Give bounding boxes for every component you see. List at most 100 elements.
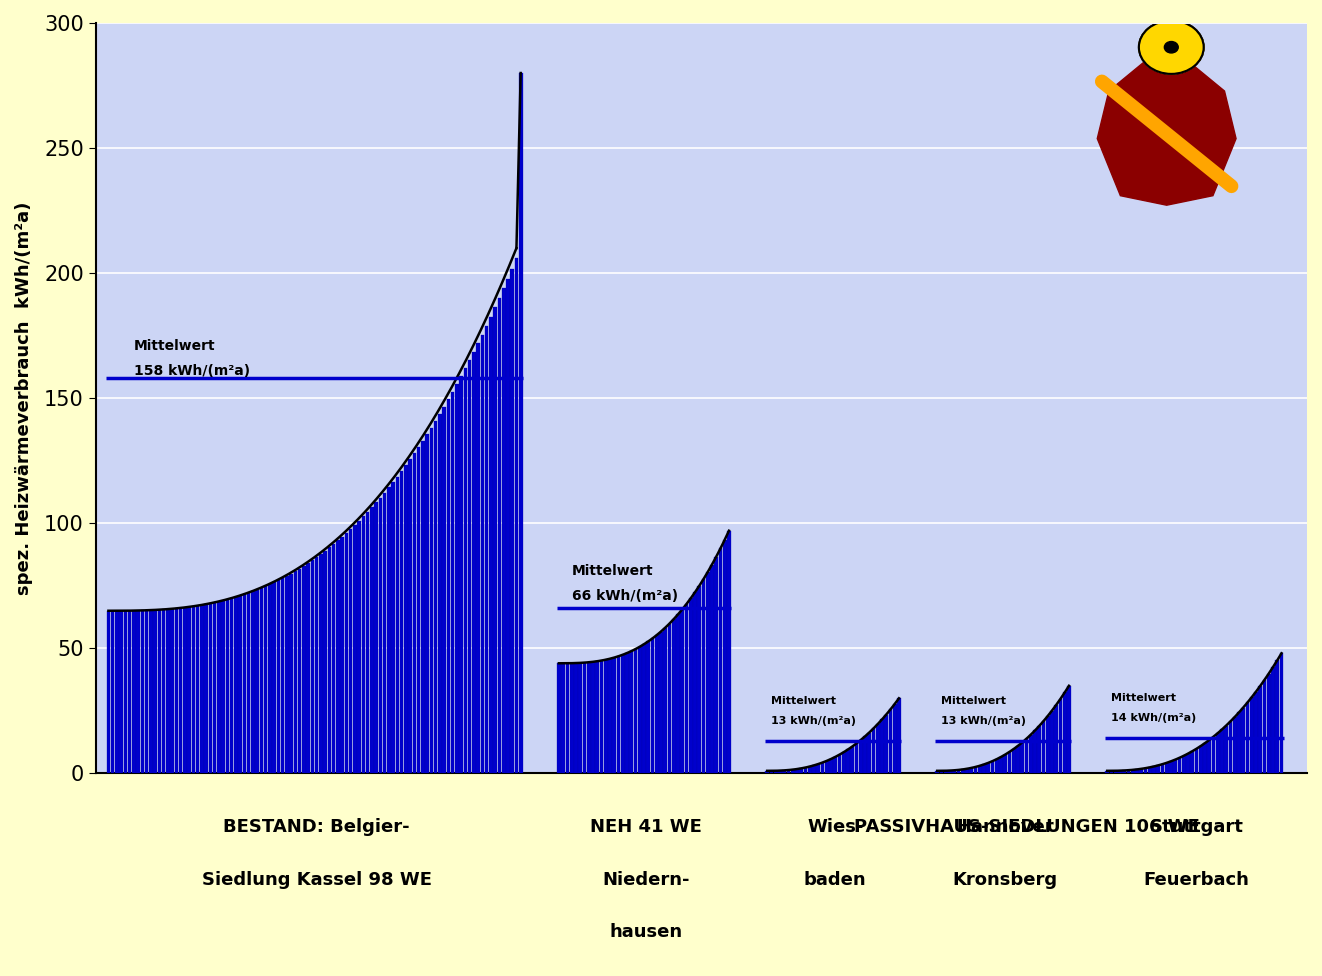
Bar bbox=[969, 768, 973, 773]
Bar bbox=[600, 661, 603, 773]
Bar bbox=[1067, 686, 1071, 773]
Bar bbox=[188, 607, 190, 773]
Bar bbox=[416, 447, 420, 773]
Bar bbox=[451, 391, 455, 773]
Bar bbox=[570, 663, 574, 773]
Text: Mittelwert: Mittelwert bbox=[1112, 693, 1177, 704]
Bar bbox=[808, 766, 812, 773]
Bar bbox=[387, 487, 391, 773]
Bar bbox=[616, 656, 620, 773]
Bar bbox=[1220, 729, 1224, 773]
Bar bbox=[1126, 770, 1130, 773]
Bar bbox=[272, 583, 276, 773]
Bar bbox=[587, 663, 591, 773]
Bar bbox=[1063, 693, 1067, 773]
Bar bbox=[595, 661, 599, 773]
Bar bbox=[1186, 753, 1190, 773]
Text: BESTAND: Belgier-: BESTAND: Belgier- bbox=[223, 818, 410, 836]
Bar bbox=[459, 377, 463, 773]
Bar bbox=[1255, 692, 1257, 773]
Bar bbox=[157, 610, 161, 773]
Bar bbox=[961, 769, 965, 773]
Circle shape bbox=[1165, 42, 1178, 53]
Bar bbox=[1007, 752, 1011, 773]
Bar bbox=[353, 525, 357, 773]
Bar bbox=[995, 759, 998, 773]
Bar bbox=[1233, 717, 1236, 773]
Bar bbox=[1266, 673, 1270, 773]
Bar bbox=[205, 604, 208, 773]
Bar bbox=[259, 589, 263, 773]
Bar bbox=[1147, 767, 1151, 773]
Text: 13 kWh/(m²a): 13 kWh/(m²a) bbox=[772, 715, 857, 726]
Bar bbox=[140, 610, 144, 773]
Bar bbox=[268, 585, 272, 773]
Bar bbox=[562, 664, 564, 773]
Bar bbox=[315, 557, 319, 773]
Bar bbox=[213, 602, 217, 773]
Bar bbox=[892, 704, 896, 773]
Bar bbox=[664, 628, 668, 773]
Bar bbox=[1203, 743, 1207, 773]
Bar bbox=[357, 520, 361, 773]
Bar bbox=[303, 566, 305, 773]
Bar bbox=[944, 771, 948, 773]
Y-axis label: spez. Heizwärmeverbrauch  kWh/(m²a): spez. Heizwärmeverbrauch kWh/(m²a) bbox=[15, 201, 33, 594]
Bar bbox=[621, 655, 624, 773]
Text: Mittelwert: Mittelwert bbox=[571, 564, 653, 578]
Bar bbox=[800, 768, 802, 773]
Text: Kronsberg: Kronsberg bbox=[953, 871, 1058, 889]
Bar bbox=[510, 268, 514, 773]
Text: Feuerbach: Feuerbach bbox=[1144, 871, 1249, 889]
Bar bbox=[340, 537, 344, 773]
Bar bbox=[485, 326, 489, 773]
Bar bbox=[633, 649, 637, 773]
Bar bbox=[230, 598, 234, 773]
Bar bbox=[668, 624, 672, 773]
Bar bbox=[1105, 771, 1109, 773]
Bar bbox=[119, 611, 123, 773]
Bar bbox=[898, 698, 900, 773]
Bar bbox=[880, 719, 884, 773]
Bar bbox=[443, 407, 446, 773]
Bar bbox=[936, 771, 939, 773]
Bar bbox=[455, 385, 459, 773]
Bar bbox=[846, 750, 850, 773]
Bar bbox=[128, 611, 131, 773]
Bar bbox=[472, 352, 476, 773]
Bar bbox=[821, 762, 825, 773]
Bar bbox=[374, 503, 378, 773]
Text: NEH 41 WE: NEH 41 WE bbox=[590, 818, 702, 836]
Bar bbox=[829, 759, 833, 773]
Bar bbox=[579, 663, 582, 773]
Bar bbox=[167, 609, 169, 773]
Bar bbox=[226, 599, 229, 773]
Bar bbox=[1190, 752, 1194, 773]
Bar bbox=[408, 460, 412, 773]
Bar bbox=[1249, 697, 1253, 773]
Bar bbox=[247, 593, 250, 773]
Bar bbox=[765, 771, 769, 773]
Bar bbox=[383, 493, 386, 773]
Bar bbox=[430, 427, 434, 773]
Bar bbox=[773, 771, 777, 773]
Bar bbox=[1212, 737, 1215, 773]
Bar bbox=[378, 498, 382, 773]
Bar bbox=[184, 607, 186, 773]
Bar bbox=[366, 511, 369, 773]
Bar bbox=[1029, 735, 1032, 773]
Text: 158 kWh/(m²a): 158 kWh/(m²a) bbox=[134, 364, 250, 378]
Bar bbox=[412, 453, 416, 773]
Bar bbox=[395, 476, 399, 773]
Bar bbox=[693, 592, 697, 773]
Bar bbox=[791, 770, 795, 773]
Bar bbox=[1241, 708, 1245, 773]
Bar bbox=[591, 662, 595, 773]
Bar bbox=[999, 757, 1003, 773]
Text: Mittelwert: Mittelwert bbox=[941, 696, 1006, 706]
Bar bbox=[1034, 730, 1036, 773]
Bar bbox=[604, 660, 608, 773]
Bar bbox=[438, 414, 442, 773]
Bar bbox=[698, 586, 701, 773]
Text: 13 kWh/(m²a): 13 kWh/(m²a) bbox=[941, 715, 1026, 726]
